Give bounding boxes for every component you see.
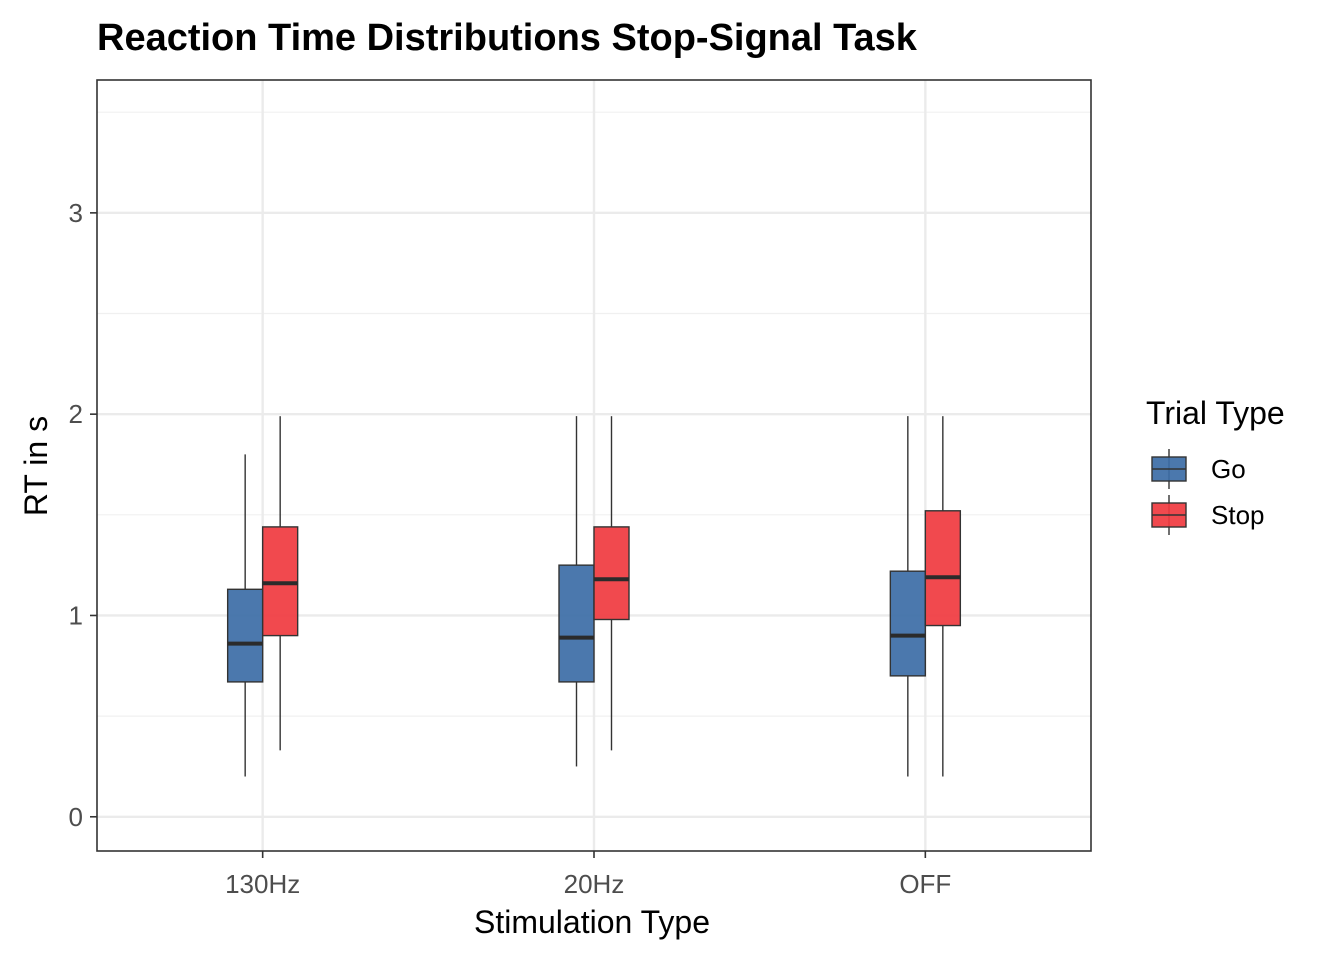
y-tick-label: 1 [69, 600, 83, 630]
x-tick-label: 20Hz [564, 869, 625, 899]
y-tick-label: 2 [69, 399, 83, 429]
legend: Trial Type Go Stop [1146, 395, 1285, 535]
legend-label-stop: Stop [1211, 500, 1265, 530]
box-go [226, 588, 264, 683]
chart-title: Reaction Time Distributions Stop-Signal … [97, 17, 918, 59]
box-go [558, 564, 595, 683]
x-tick-label: 130Hz [225, 869, 300, 899]
boxplot-marks [226, 416, 962, 777]
box-stop [924, 510, 962, 627]
y-tick-label: 0 [69, 802, 83, 832]
legend-items: Go Stop [1151, 449, 1265, 535]
y-axis-title: RT in s [18, 416, 54, 516]
x-axis: 130Hz 20Hz OFF [225, 851, 951, 899]
plot-panel [96, 79, 1092, 852]
box-stop [261, 526, 299, 637]
y-axis: 0 1 2 3 [69, 198, 97, 832]
box-stop [593, 526, 630, 621]
y-tick-label: 3 [69, 198, 83, 228]
x-tick-label: OFF [899, 869, 951, 899]
box-go [889, 570, 927, 677]
x-axis-title: Stimulation Type [474, 904, 710, 940]
legend-label-go: Go [1211, 454, 1246, 484]
legend-title: Trial Type [1146, 395, 1285, 431]
